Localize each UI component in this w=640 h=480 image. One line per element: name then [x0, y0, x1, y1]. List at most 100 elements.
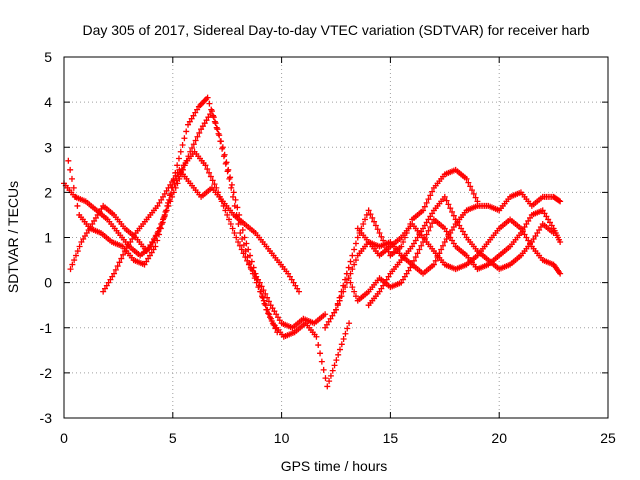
data-point	[98, 205, 105, 212]
data-point	[253, 279, 260, 286]
data-point	[349, 252, 356, 259]
data-point	[331, 309, 338, 316]
data-point	[160, 216, 167, 223]
data-point	[123, 245, 130, 252]
data-point	[461, 231, 468, 238]
data-point	[177, 148, 184, 155]
data-point	[80, 236, 87, 243]
data-point	[334, 302, 341, 309]
data-point	[183, 157, 190, 164]
data-point	[185, 153, 192, 160]
y-tick-label: -3	[40, 410, 53, 426]
data-point	[118, 255, 125, 262]
data-point	[326, 378, 333, 385]
data-point	[449, 226, 456, 233]
data-point	[325, 318, 332, 325]
data-point	[145, 255, 152, 262]
data-point	[425, 196, 432, 203]
data-point	[165, 202, 172, 209]
data-point	[256, 282, 263, 289]
data-point	[229, 225, 236, 232]
data-point	[265, 310, 272, 317]
data-point	[127, 239, 134, 246]
data-point	[141, 261, 148, 268]
data-point	[169, 178, 176, 185]
data-point	[187, 148, 194, 155]
data-point	[92, 214, 99, 221]
data-point	[204, 94, 211, 101]
y-tick-label: 0	[44, 275, 52, 291]
data-point	[147, 242, 154, 249]
data-point	[459, 228, 466, 235]
data-point	[421, 203, 428, 210]
data-point	[190, 112, 197, 119]
data-point	[421, 222, 428, 229]
data-point	[196, 129, 203, 136]
data-point	[447, 205, 454, 212]
data-point	[252, 270, 259, 277]
data-point	[556, 197, 563, 204]
data-point	[322, 311, 329, 318]
data-point	[211, 181, 218, 188]
data-point	[212, 120, 219, 127]
data-point	[235, 239, 242, 246]
data-point	[352, 240, 359, 247]
data-point	[225, 166, 232, 173]
data-point	[351, 261, 358, 268]
data-point	[340, 336, 347, 343]
data-point	[96, 208, 103, 215]
data-point	[343, 270, 350, 277]
data-point	[523, 234, 530, 241]
data-point	[374, 226, 381, 233]
data-point	[427, 192, 434, 199]
data-point	[450, 223, 457, 230]
y-tick-label: -1	[40, 320, 53, 336]
data-point	[472, 194, 479, 201]
data-point	[85, 226, 92, 233]
data-point	[401, 273, 408, 280]
y-axis-label: SDTVAR / TECUs	[5, 181, 21, 293]
data-point	[335, 351, 342, 358]
data-point	[344, 325, 351, 332]
data-point	[445, 231, 452, 238]
data-point	[91, 217, 98, 224]
data-point	[372, 222, 379, 229]
data-point	[352, 293, 359, 300]
series-9	[365, 193, 557, 309]
data-point	[400, 276, 407, 283]
data-point	[174, 169, 181, 176]
data-point	[228, 181, 235, 188]
data-point	[100, 288, 107, 295]
data-point	[342, 284, 349, 291]
data-point	[260, 297, 267, 304]
data-point	[71, 257, 78, 264]
data-point	[403, 270, 410, 277]
data-point	[405, 267, 412, 274]
data-point	[203, 117, 210, 124]
data-point	[345, 264, 352, 271]
data-point	[376, 229, 383, 236]
data-point	[523, 220, 530, 227]
data-point	[470, 190, 477, 197]
data-point	[209, 177, 216, 184]
data-point	[469, 187, 475, 194]
data-point	[528, 239, 535, 246]
data-point	[407, 264, 414, 271]
data-point	[425, 227, 432, 234]
data-point	[157, 224, 164, 231]
data-point	[261, 300, 268, 307]
data-point	[210, 114, 217, 121]
data-point	[167, 181, 174, 188]
data-point	[410, 257, 417, 264]
data-point	[313, 333, 320, 340]
data-point	[190, 141, 197, 148]
data-point	[150, 236, 157, 243]
data-point	[125, 242, 132, 249]
data-point	[322, 375, 329, 382]
y-tick-label: -2	[40, 365, 53, 381]
data-point	[324, 383, 331, 390]
data-point	[214, 126, 221, 133]
data-point	[398, 279, 405, 286]
data-point	[189, 145, 196, 152]
